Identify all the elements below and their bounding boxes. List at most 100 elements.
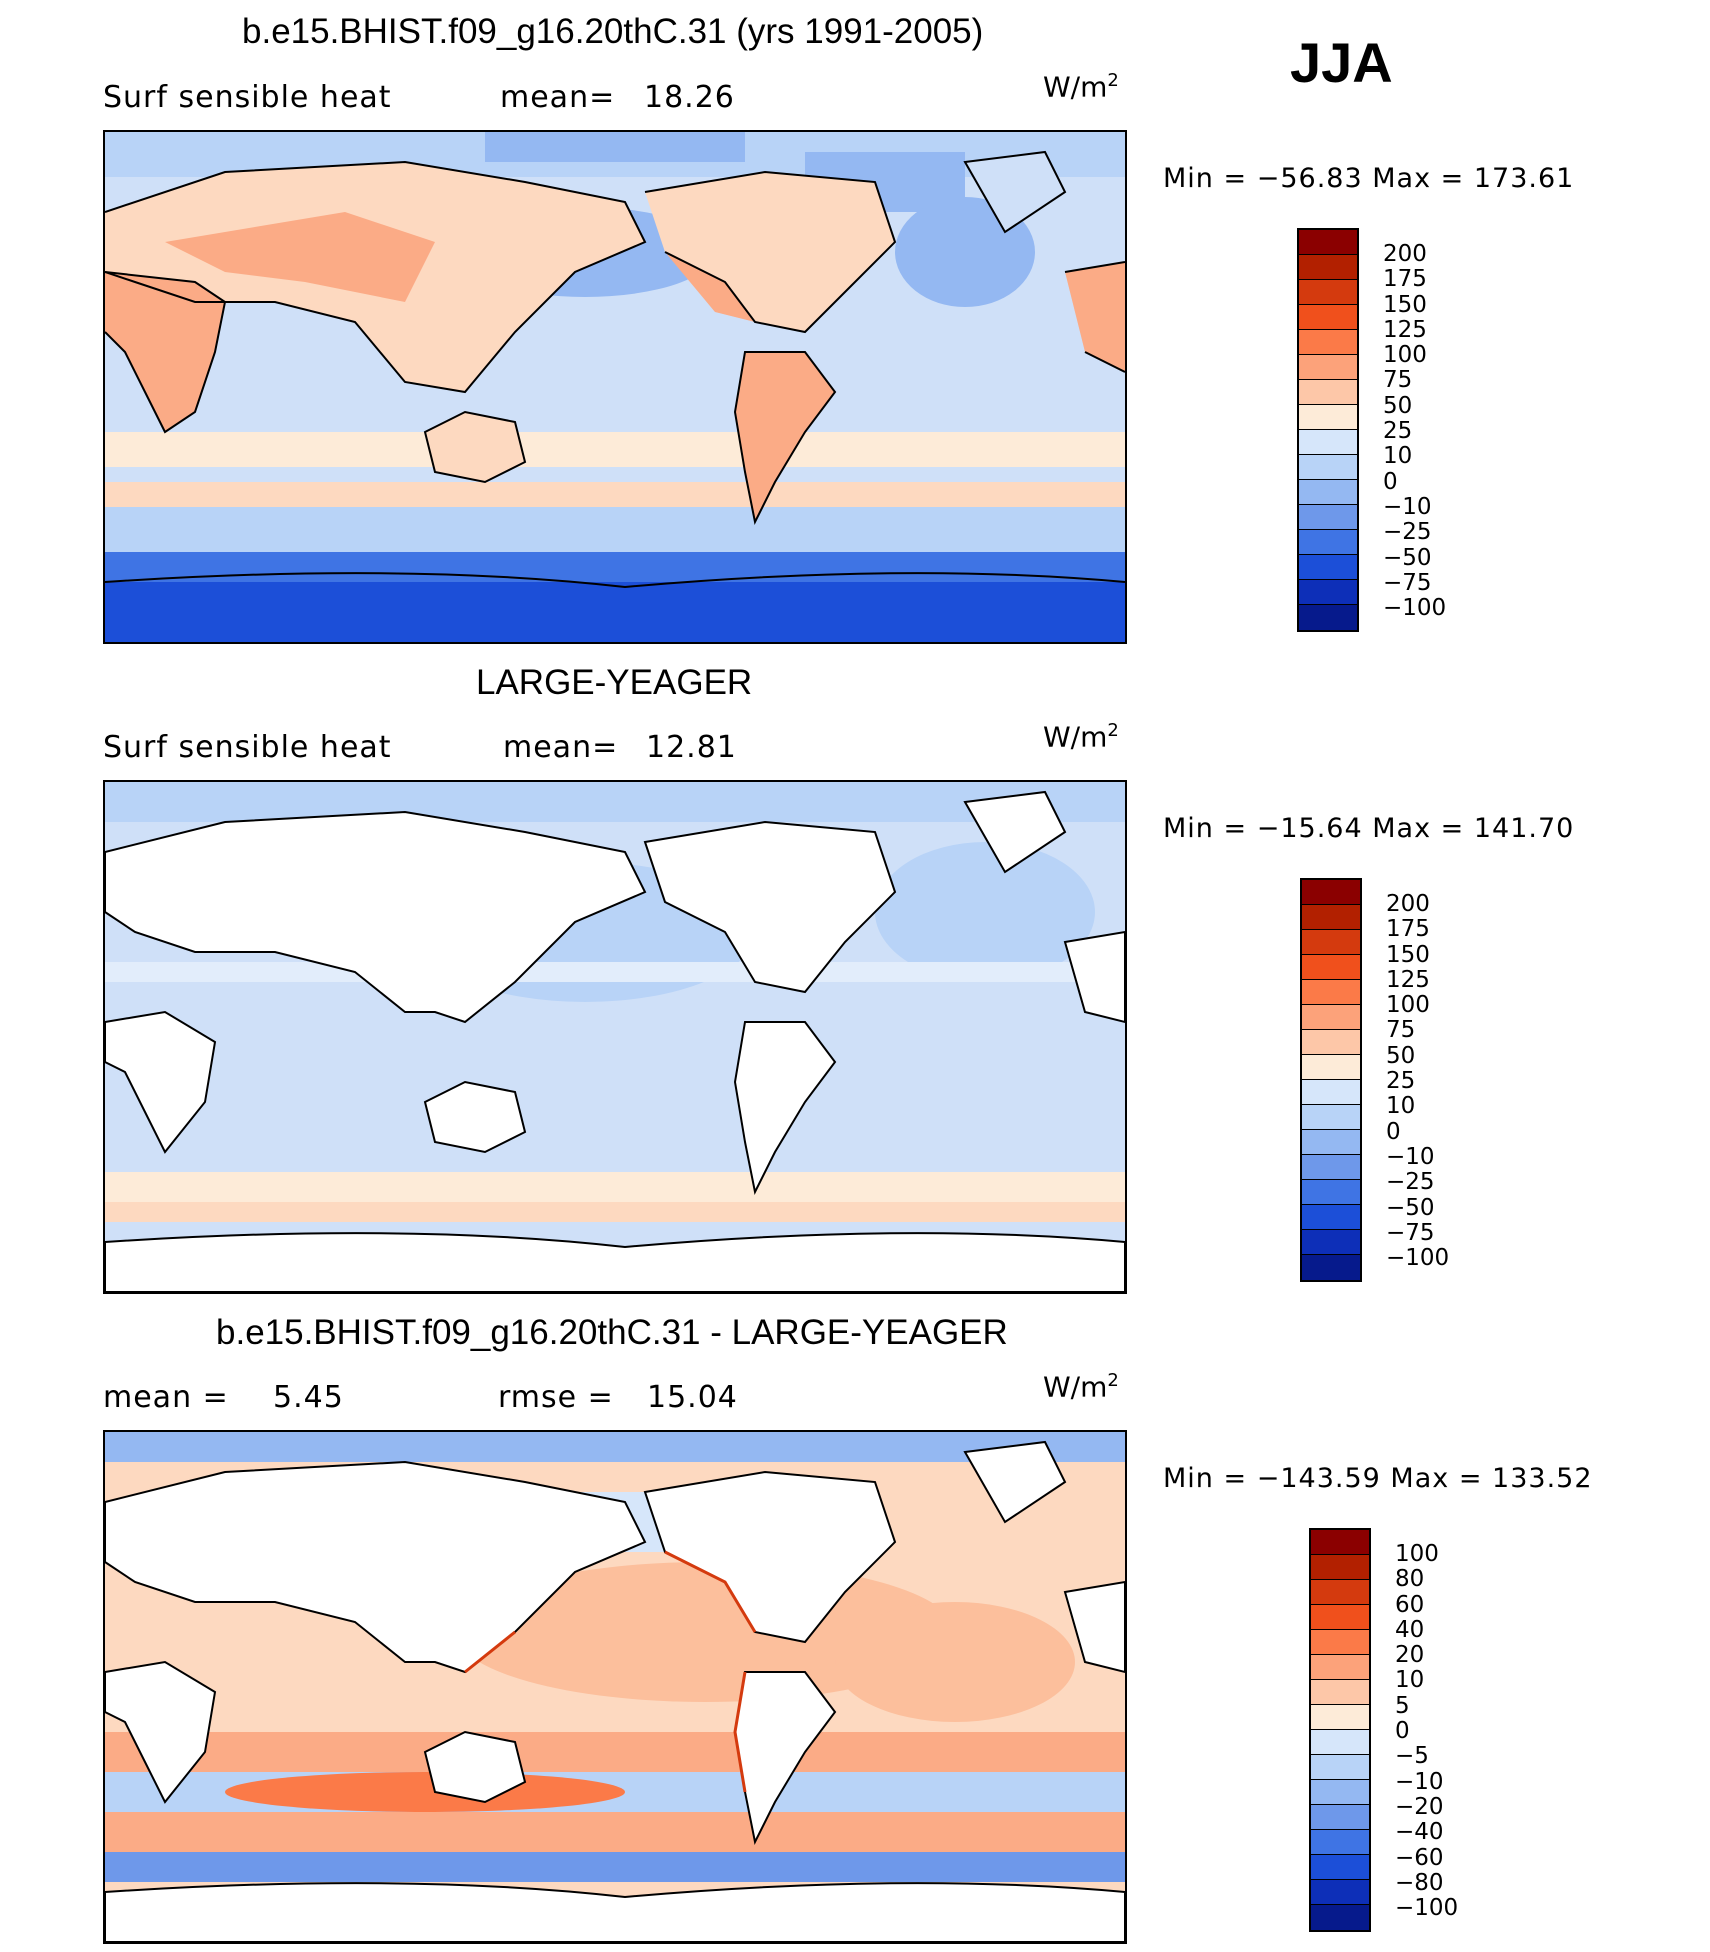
colorbar-tick-label: 0 (1383, 468, 1398, 495)
colorbar-tick-label: 50 (1386, 1042, 1416, 1069)
colorbar-swatch (1311, 1755, 1369, 1780)
colorbar-tick-label: −40 (1395, 1819, 1444, 1846)
colorbar-swatch (1302, 1055, 1360, 1080)
colorbar-swatch (1302, 1230, 1360, 1255)
panel3-title: b.e15.BHIST.f09_g16.20thC.31 - LARGE-YEA… (216, 1313, 1008, 1352)
colorbar-swatch (1299, 330, 1357, 355)
colorbar-swatch (1299, 480, 1357, 505)
colorbar-tick-label: 150 (1383, 291, 1427, 318)
panel2-mean-value: 12.81 (646, 730, 737, 765)
panel1-colorbar-labels: 200 175 150 125 100 75 50 25 10 0 −10 −25 −50 −75 −100 (1383, 241, 1447, 622)
panel3-minmax: Min = −143.59 Max = 133.52 (1163, 1463, 1593, 1494)
colorbar-swatch (1299, 455, 1357, 480)
colorbar-swatch (1302, 1205, 1360, 1230)
colorbar-swatch (1311, 1830, 1369, 1855)
colorbar-swatch (1299, 555, 1357, 580)
colorbar-swatch (1302, 1080, 1360, 1105)
panel1-units: W/m2 (1043, 70, 1119, 104)
colorbar-tick-label: −50 (1383, 544, 1432, 571)
colorbar-tick-label: 25 (1386, 1068, 1416, 1095)
colorbar-tick-label: 75 (1386, 1017, 1416, 1044)
panel1-mean-label: mean= (500, 80, 616, 115)
colorbar-tick-label: −10 (1395, 1768, 1444, 1795)
colorbar-tick-label: 125 (1383, 316, 1427, 343)
colorbar-swatch (1302, 1255, 1360, 1280)
panel1-map (103, 130, 1127, 644)
colorbar-tick-label: −25 (1386, 1169, 1435, 1196)
colorbar-tick-label: 50 (1383, 392, 1413, 419)
colorbar-tick-label: 10 (1386, 1093, 1416, 1120)
colorbar-tick-label: 100 (1386, 992, 1430, 1019)
colorbar-swatch (1299, 280, 1357, 305)
panel3-map (103, 1430, 1127, 1944)
colorbar-swatch (1299, 580, 1357, 605)
panel1-variable: Surf sensible heat (103, 80, 392, 115)
panel3-rmse-label: rmse = (498, 1380, 614, 1415)
colorbar-tick-label: −100 (1386, 1245, 1450, 1272)
colorbar-tick-label: −25 (1383, 519, 1432, 546)
colorbar-swatch (1302, 930, 1360, 955)
colorbar-tick-label: −10 (1386, 1143, 1435, 1170)
colorbar-swatch (1299, 430, 1357, 455)
colorbar-swatch (1299, 605, 1357, 630)
colorbar-tick-label: −75 (1383, 569, 1432, 596)
colorbar-swatch (1302, 1030, 1360, 1055)
colorbar-tick-label: 200 (1386, 891, 1430, 917)
colorbar-tick-label: 175 (1386, 916, 1430, 943)
colorbar-tick-label: −10 (1383, 493, 1432, 520)
colorbar-swatch (1299, 380, 1357, 405)
colorbar-tick-label: −100 (1383, 595, 1447, 622)
colorbar-tick-label: −80 (1395, 1869, 1444, 1896)
colorbar-swatch (1311, 1605, 1369, 1630)
colorbar-swatch (1299, 355, 1357, 380)
colorbar-tick-label: 10 (1395, 1667, 1425, 1694)
colorbar-swatch (1299, 530, 1357, 555)
panel1-title: b.e15.BHIST.f09_g16.20thC.31 (yrs 1991-2… (242, 12, 984, 51)
colorbar-swatch (1299, 305, 1357, 330)
panel2-minmax: Min = −15.64 Max = 141.70 (1163, 813, 1575, 844)
colorbar-swatch (1311, 1580, 1369, 1605)
colorbar-swatch (1302, 955, 1360, 980)
colorbar-tick-label: 25 (1383, 418, 1413, 445)
panel1-colorbar (1297, 228, 1359, 632)
colorbar-tick-label: 125 (1386, 966, 1430, 993)
colorbar-tick-label: 60 (1395, 1591, 1425, 1618)
colorbar-swatch (1311, 1905, 1369, 1930)
panel2-colorbar (1300, 878, 1362, 1282)
panel3-rmse-value: 15.04 (647, 1380, 738, 1415)
colorbar-tick-label: 200 (1383, 241, 1427, 267)
colorbar-swatch (1311, 1855, 1369, 1880)
colorbar-tick-label: 150 (1386, 941, 1430, 968)
colorbar-tick-label: 75 (1383, 367, 1413, 394)
colorbar-tick-label: −50 (1386, 1194, 1435, 1221)
colorbar-swatch (1311, 1530, 1369, 1555)
colorbar-swatch (1299, 405, 1357, 430)
colorbar-tick-label: 0 (1386, 1118, 1401, 1145)
colorbar-tick-label: 175 (1383, 266, 1427, 293)
colorbar-swatch (1302, 905, 1360, 930)
panel1-mean-value: 18.26 (644, 80, 735, 115)
colorbar-swatch (1302, 1155, 1360, 1180)
colorbar-tick-label: 10 (1383, 443, 1413, 470)
colorbar-swatch (1311, 1630, 1369, 1655)
panel2-map (103, 780, 1127, 1294)
colorbar-tick-label: −20 (1395, 1793, 1444, 1820)
colorbar-swatch (1311, 1655, 1369, 1680)
colorbar-swatch (1311, 1555, 1369, 1580)
colorbar-swatch (1302, 1130, 1360, 1155)
colorbar-tick-label: 100 (1383, 342, 1427, 369)
panel2-colorbar-labels: 200 175 150 125 100 75 50 25 10 0 −10 −25 −50 −75 −100 (1386, 891, 1450, 1272)
panel2-variable: Surf sensible heat (103, 730, 392, 765)
season-label: JJA (1290, 31, 1393, 94)
colorbar-swatch (1302, 980, 1360, 1005)
colorbar-tick-label: 80 (1395, 1566, 1425, 1593)
colorbar-swatch (1302, 1105, 1360, 1130)
colorbar-swatch (1302, 1180, 1360, 1205)
colorbar-swatch (1311, 1880, 1369, 1905)
colorbar-tick-label: 100 (1395, 1541, 1439, 1567)
colorbar-swatch (1311, 1705, 1369, 1730)
colorbar-tick-label: 0 (1395, 1718, 1410, 1745)
panel1-minmax: Min = −56.83 Max = 173.61 (1163, 163, 1575, 194)
colorbar-swatch (1299, 505, 1357, 530)
colorbar-swatch (1311, 1805, 1369, 1830)
